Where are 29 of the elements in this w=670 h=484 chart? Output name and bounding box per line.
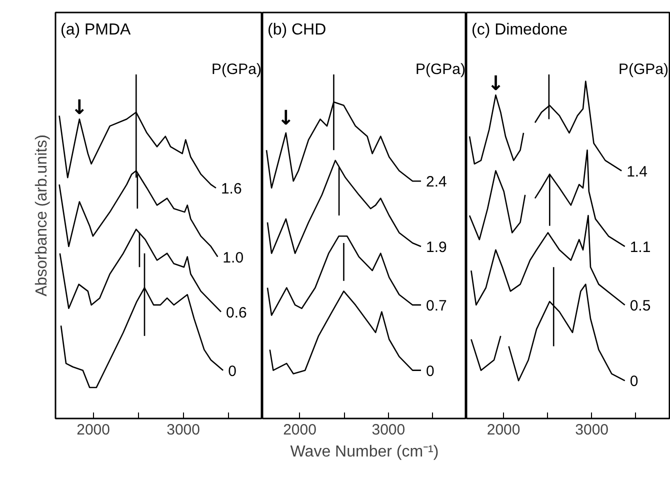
series-label: 0 (228, 362, 236, 380)
x-tick-label: 2000 (283, 422, 316, 438)
x-axis-title: Wave Number (cm⁻¹) (290, 444, 439, 460)
x-tick-label: 3000 (575, 422, 609, 438)
x-tick-label: 2000 (76, 422, 110, 438)
x-tick-label: 2000 (486, 422, 520, 438)
series-label: 1.1 (630, 238, 651, 256)
annotation: ↓ (71, 95, 88, 120)
annotation: ↓ (487, 71, 504, 96)
x-tick-label: 3000 (372, 422, 406, 438)
chart-title: (b) CHD (268, 22, 326, 38)
series-label: 1.0 (222, 249, 244, 266)
series-label: 0.7 (426, 297, 447, 314)
legend-title: P(GPa) (211, 60, 262, 78)
series-label: 1.9 (426, 238, 447, 256)
legend-title: P(GPa) (415, 60, 466, 78)
y-axis-title: Absorbance (arb.units) (34, 134, 50, 296)
series-label: 2.4 (426, 174, 447, 191)
chart-title: (a) PMDA (60, 22, 132, 38)
series-label: 0.6 (226, 304, 247, 322)
chart-title: (c) Dimedone (472, 22, 568, 38)
series-label: 1.4 (626, 163, 648, 180)
legend-title: P(GPa) (618, 60, 669, 78)
series-label: 0.5 (630, 297, 651, 314)
series-label: 0 (630, 373, 638, 390)
annotation: ↓ (278, 105, 294, 130)
series-label: 0 (426, 362, 434, 380)
series-label: 1.6 (220, 180, 242, 198)
x-tick-label: 3000 (166, 422, 200, 438)
